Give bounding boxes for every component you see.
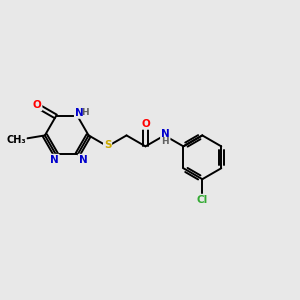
Text: N: N — [75, 108, 83, 118]
Text: H: H — [82, 109, 89, 118]
Text: S: S — [104, 140, 111, 150]
Text: N: N — [79, 154, 87, 165]
Text: H: H — [161, 137, 169, 146]
Text: N: N — [50, 154, 59, 165]
Text: O: O — [141, 119, 150, 129]
Text: O: O — [33, 100, 41, 110]
Text: N: N — [161, 129, 170, 139]
Text: Cl: Cl — [197, 195, 208, 205]
Text: CH₃: CH₃ — [6, 135, 26, 145]
